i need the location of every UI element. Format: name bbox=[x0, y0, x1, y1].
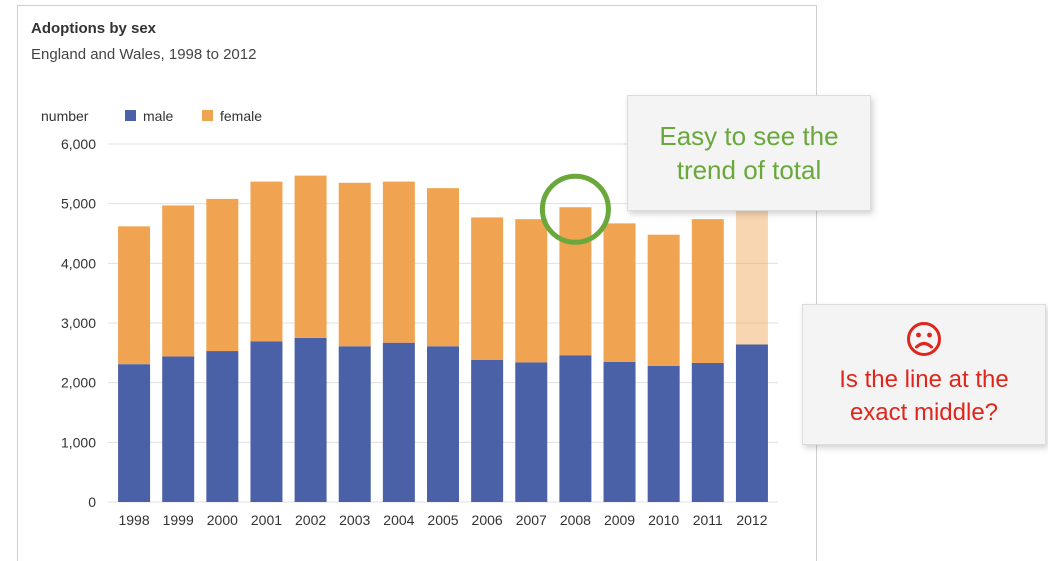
legend-label-female: female bbox=[220, 108, 262, 124]
callout-trend-line-1: Easy to see the bbox=[659, 121, 839, 151]
bar-male bbox=[118, 364, 151, 502]
bar-female bbox=[515, 219, 548, 363]
y-tick-label: 6,000 bbox=[61, 136, 96, 152]
bar-male bbox=[250, 341, 283, 502]
x-tick-label: 1998 bbox=[118, 512, 149, 528]
chart-subtitle: England and Wales, 1998 to 2012 bbox=[31, 46, 257, 63]
x-tick-label: 2011 bbox=[693, 512, 723, 528]
bar-female bbox=[338, 182, 371, 347]
x-tick-label: 2012 bbox=[736, 512, 767, 528]
bar-male bbox=[515, 362, 548, 502]
bar-female bbox=[691, 219, 724, 363]
bar-female bbox=[559, 207, 592, 356]
bar-female bbox=[250, 181, 283, 342]
x-tick-label: 2001 bbox=[251, 512, 282, 528]
bar-male bbox=[559, 355, 592, 502]
bar-male bbox=[647, 365, 680, 502]
bar-female bbox=[382, 181, 415, 343]
x-tick-label: 2006 bbox=[472, 512, 503, 528]
x-tick-label: 2007 bbox=[516, 512, 547, 528]
y-tick-label: 4,000 bbox=[61, 255, 96, 271]
x-tick-label: 2004 bbox=[383, 512, 414, 528]
x-tick-label: 2008 bbox=[560, 512, 591, 528]
bar-female bbox=[471, 217, 504, 360]
bar-female bbox=[162, 205, 195, 357]
x-tick-label: 2000 bbox=[207, 512, 238, 528]
legend-swatch-male bbox=[125, 110, 136, 121]
legend-swatch-female bbox=[202, 110, 213, 121]
bar-male bbox=[338, 346, 371, 502]
x-tick-label: 1999 bbox=[163, 512, 194, 528]
y-tick-label: 1,000 bbox=[61, 434, 96, 450]
bar-male bbox=[162, 356, 195, 502]
x-tick-label: 2003 bbox=[339, 512, 370, 528]
bar-male bbox=[427, 346, 459, 502]
bar-male bbox=[471, 359, 504, 502]
bar-female bbox=[206, 198, 239, 352]
y-tick-label: 2,000 bbox=[61, 375, 96, 391]
bar-male bbox=[382, 342, 415, 502]
bar-male bbox=[735, 344, 768, 502]
callout-middle-text: Is the line at the exact middle? bbox=[839, 363, 1008, 429]
bar-female bbox=[427, 188, 459, 347]
x-tick-label: 2005 bbox=[427, 512, 458, 528]
legend-label-male: male bbox=[143, 108, 174, 124]
highlight-circle bbox=[539, 173, 611, 245]
bar-male bbox=[691, 362, 724, 502]
callout-middle: Is the line at the exact middle? bbox=[802, 304, 1046, 445]
bar-female bbox=[118, 226, 151, 365]
bar-male bbox=[206, 351, 239, 502]
bar-female bbox=[735, 191, 768, 345]
bar-male bbox=[294, 337, 327, 502]
callout-trend-text: Easy to see the trend of total bbox=[659, 119, 838, 187]
chart-title: Adoptions by sex bbox=[31, 20, 157, 37]
callout-middle-line-2: exact middle? bbox=[849, 398, 999, 426]
y-tick-label: 5,000 bbox=[61, 196, 96, 212]
sad-face-icon bbox=[907, 321, 941, 356]
bar-male bbox=[603, 361, 636, 502]
bar-female bbox=[647, 234, 680, 366]
y-axis-label: number bbox=[41, 108, 89, 124]
callout-trend-line-2: trend of total bbox=[676, 155, 822, 185]
bar-female bbox=[294, 175, 327, 338]
bar-female bbox=[603, 223, 636, 362]
y-tick-label: 0 bbox=[88, 494, 96, 510]
y-tick-label: 3,000 bbox=[61, 315, 96, 331]
x-tick-label: 2002 bbox=[295, 512, 326, 528]
x-tick-label: 2010 bbox=[648, 512, 679, 528]
callout-middle-line-1: Is the line at the bbox=[839, 365, 1009, 393]
callout-trend: Easy to see the trend of total bbox=[627, 95, 871, 211]
x-tick-label: 2009 bbox=[604, 512, 635, 528]
